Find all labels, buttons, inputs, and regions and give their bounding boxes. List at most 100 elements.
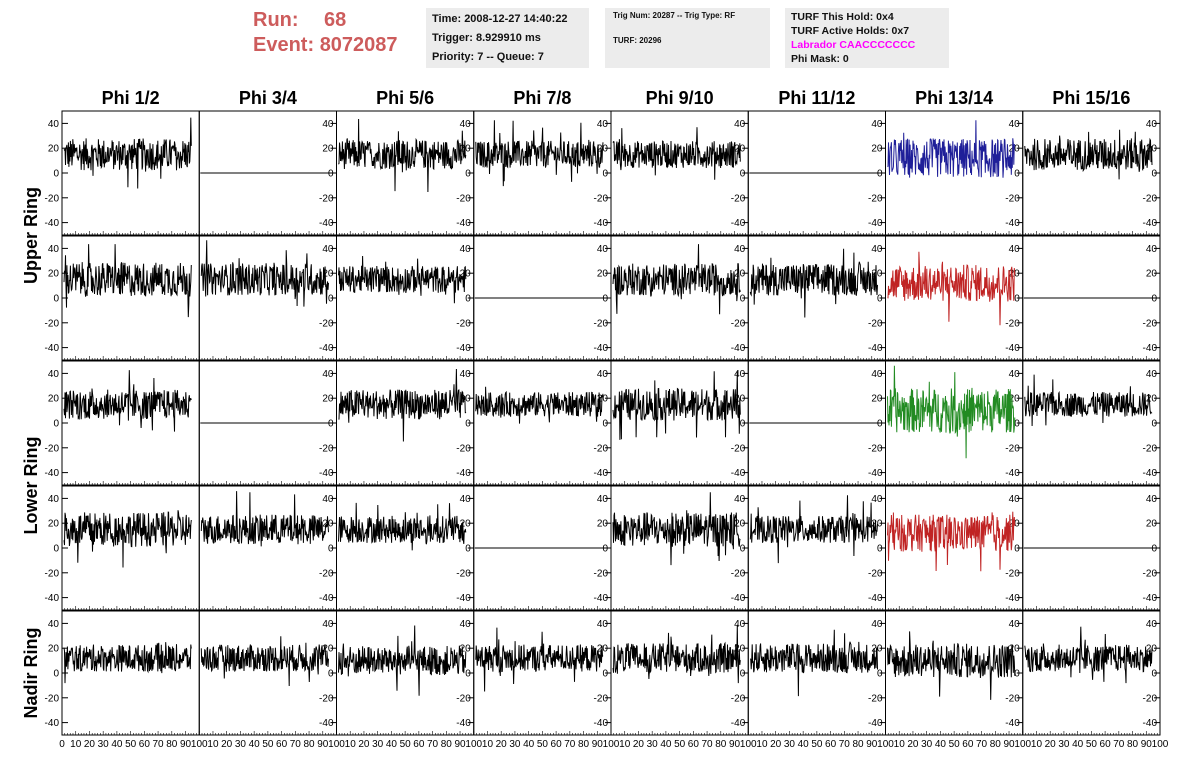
y-tick-label: -20	[456, 318, 471, 329]
x-tick-label: 30	[235, 739, 247, 750]
y-tick-label: -20	[868, 318, 883, 329]
x-tick-label: 70	[153, 739, 165, 750]
ring-label: Nadir Ring	[21, 627, 41, 718]
y-tick-label: 20	[871, 394, 883, 405]
x-tick-label: 0	[59, 739, 65, 750]
x-tick-label: 70	[1113, 739, 1125, 750]
y-tick-label: 0	[1014, 169, 1020, 180]
y-tick-label: 20	[734, 519, 746, 530]
waveform-trace	[63, 510, 192, 568]
y-tick-label: -40	[456, 593, 471, 604]
y-tick-label: 40	[597, 619, 609, 630]
x-tick-label: 20	[496, 739, 508, 750]
x-tick-label: 80	[303, 739, 315, 750]
trigger-text: Trigger: 8.929910 ms	[432, 32, 541, 44]
y-tick-label: 40	[597, 119, 609, 130]
waveform-trace	[338, 255, 467, 304]
y-tick-label: 0	[53, 544, 59, 555]
y-tick-label: -20	[1143, 568, 1158, 579]
y-tick-label: 0	[877, 669, 883, 680]
y-tick-label: 20	[1146, 394, 1158, 405]
labrador-text: Labrador CAACCCCCCC	[791, 39, 916, 51]
waveform-trace	[200, 240, 329, 307]
y-tick-label: 0	[465, 669, 471, 680]
waveform-trace	[475, 386, 604, 424]
y-tick-label: -40	[1143, 468, 1158, 479]
x-tick-label: 90	[729, 739, 741, 750]
waveform-trace	[612, 371, 741, 440]
y-tick-label: 0	[465, 419, 471, 430]
y-tick-label: -20	[45, 193, 60, 204]
waveform-trace	[749, 495, 878, 564]
y-tick-label: 0	[1151, 669, 1157, 680]
x-tick-label: 10	[207, 739, 219, 750]
panel-frame	[198, 610, 337, 736]
y-tick-label: 40	[322, 244, 334, 255]
y-tick-label: 40	[460, 619, 472, 630]
x-tick-label: 70	[427, 739, 439, 750]
panel-frame	[1022, 110, 1161, 236]
event-value: 8072087	[319, 34, 398, 56]
y-tick-label: -40	[319, 218, 334, 229]
x-tick-label: 40	[935, 739, 947, 750]
y-tick-label: 40	[322, 369, 334, 380]
y-tick-label: 20	[734, 269, 746, 280]
y-tick-label: -20	[1143, 443, 1158, 454]
y-tick-label: 40	[597, 244, 609, 255]
y-tick-label: 0	[1151, 169, 1157, 180]
y-tick-label: 40	[871, 119, 883, 130]
y-tick-label: -40	[319, 718, 334, 729]
y-tick-label: -40	[319, 343, 334, 354]
x-tick-label: 10	[70, 739, 82, 750]
x-tick-label: 80	[1127, 739, 1139, 750]
y-tick-label: 0	[602, 169, 608, 180]
y-tick-label: 40	[1146, 619, 1158, 630]
y-tick-label: 40	[734, 494, 746, 505]
x-tick-label: 60	[962, 739, 974, 750]
y-tick-label: 40	[597, 369, 609, 380]
y-tick-label: 0	[53, 669, 59, 680]
panel-frame	[610, 610, 749, 736]
panel-frame	[473, 610, 612, 736]
y-tick-label: -20	[594, 568, 609, 579]
waveform-trace	[612, 244, 741, 315]
panel-frame	[336, 360, 475, 486]
y-tick-label: -20	[319, 318, 334, 329]
y-tick-label: 40	[1009, 619, 1021, 630]
y-tick-label: -20	[45, 568, 60, 579]
x-tick-label: 90	[1141, 739, 1153, 750]
x-tick-label: 70	[976, 739, 988, 750]
waveform-trace	[200, 636, 329, 687]
y-tick-label: -40	[45, 218, 60, 229]
y-tick-label: 0	[328, 294, 334, 305]
x-tick-label: 40	[523, 739, 535, 750]
phi-mask-text: Phi Mask: 0	[791, 53, 849, 65]
y-tick-label: 40	[871, 619, 883, 630]
panel-frame	[610, 235, 749, 361]
y-tick-label: -20	[1143, 693, 1158, 704]
y-tick-label: 0	[740, 294, 746, 305]
y-tick-label: -40	[456, 718, 471, 729]
y-tick-label: -40	[456, 218, 471, 229]
x-tick-label: 90	[454, 739, 466, 750]
y-tick-label: 0	[877, 419, 883, 430]
turf-active-holds-text: TURF Active Holds: 0x7	[791, 25, 910, 37]
y-tick-label: -40	[1005, 468, 1020, 479]
y-tick-label: -20	[731, 568, 746, 579]
waveform-trace	[612, 624, 741, 684]
x-tick-label: 100	[191, 739, 208, 750]
y-tick-label: -40	[594, 718, 609, 729]
x-tick-label: 60	[413, 739, 425, 750]
